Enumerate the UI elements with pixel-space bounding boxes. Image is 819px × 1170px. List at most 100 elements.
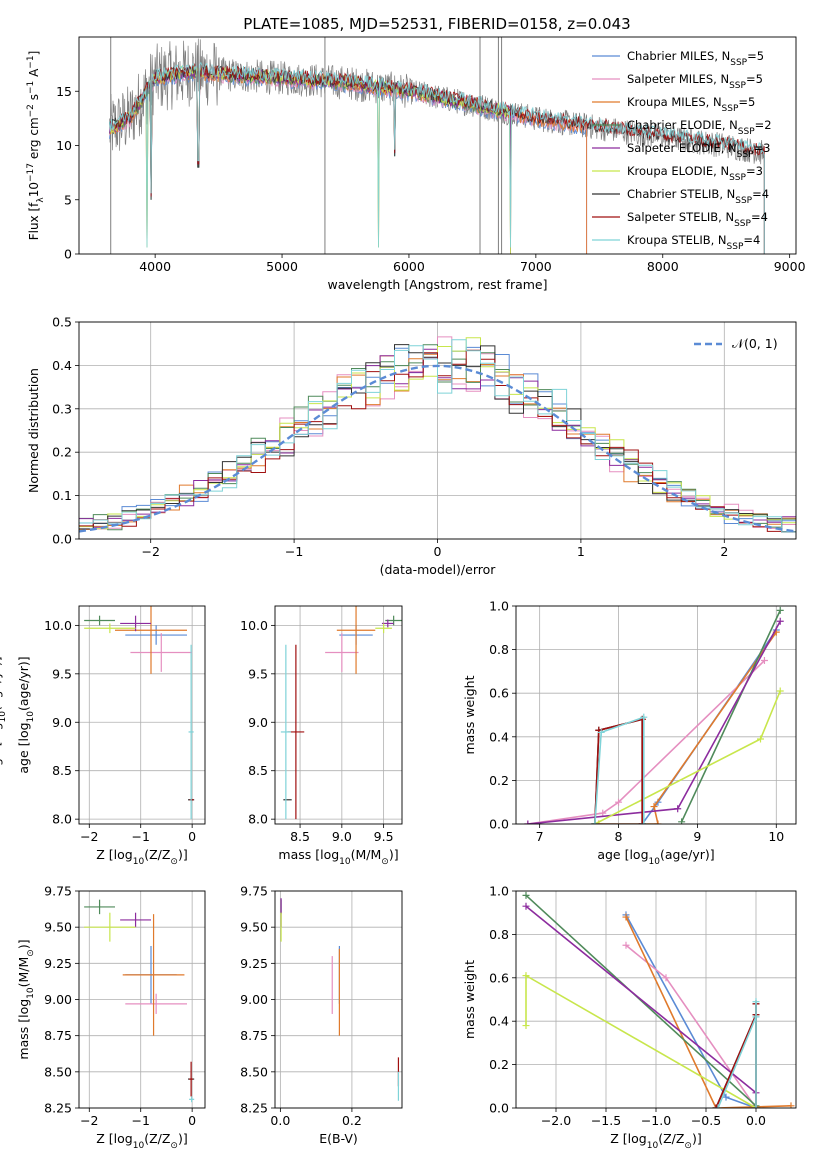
mass-weight-vs-Z-ytick-label: 1.0 (489, 884, 509, 899)
age-vs-mass-xlabel: mass [log10(M/M⊙)] (278, 847, 398, 867)
spectrum-legend-entry: Chabrier MILES, NSSP=5 (627, 49, 764, 68)
residuals-plot-area (79, 336, 796, 533)
age-vs-Z-xtick-label: −2 (80, 829, 98, 844)
residuals-xlabel: (data-model)/error (380, 562, 497, 577)
mass-weight-vs-age-point-marker (776, 617, 784, 625)
residuals-ytick-label: 0.1 (52, 488, 72, 503)
mass-weight-vs-age-ylabel: mass weight (462, 675, 477, 754)
mass-weight-vs-age-point-marker (776, 606, 784, 614)
age-vs-mass-panel: 8.5 9.0 9.5 8.0 8.5 9.0 9.5 10.0 mass [log10(M/M… (0, 605, 403, 867)
mass-vs-Z-xlabel: Z [log10(Z/Z⊙)] (96, 1131, 187, 1151)
mass-weight-vs-age-ytick-label: 0.2 (489, 773, 509, 788)
residuals-xtick-label: 0 (434, 544, 442, 559)
mass-weight-vs-age-ytick-label: 1.0 (489, 599, 509, 614)
mass-vs-Z-plot-area (84, 899, 195, 1103)
age-vs-mass-xtick-label: 9.5 (374, 829, 394, 844)
mass-weight-vs-Z-point-marker (712, 1104, 720, 1108)
mass-weight-vs-Z-ylabel: mass weight (462, 960, 477, 1039)
age-vs-Z-ytick-label: 8.0 (52, 812, 72, 827)
mass-weight-vs-Z-point-marker (522, 902, 530, 910)
age-vs-Z-xtick-label: 0 (188, 829, 196, 844)
mass-weight-vs-age-point-marker (615, 798, 623, 806)
mass-vs-ebv-ytick-label: 9.50 (240, 920, 268, 935)
mass-weight-vs-age-xlabel: age [log10(age/yr)] (597, 847, 714, 867)
spectrum-xtick-label: 5000 (266, 259, 298, 274)
mass-vs-ebv-plot-area (280, 898, 400, 1101)
mass-vs-Z-ytick-label: 8.25 (44, 1101, 72, 1116)
spectrum-legend-entry: Kroupa ELODIE, NSSP=3 (627, 164, 763, 183)
age-vs-mass-ytick-label: 8.0 (248, 812, 268, 827)
mass-weight-vs-age-point-marker (524, 820, 532, 824)
age-vs-Z-xtick-label: −1 (131, 829, 149, 844)
spectrum-legend-entry: Chabrier ELODIE, NSSP=2 (627, 118, 772, 137)
spectrum-xlabel: wavelength [Angstrom, rest frame] (327, 277, 547, 292)
age-vs-mass-ytick-label: 8.5 (248, 763, 268, 778)
spectrum-model-line-7 (109, 63, 765, 254)
mass-weight-vs-Z-ytick-label: 0.4 (489, 1014, 509, 1029)
mass-weight-vs-age-ytick-label: 0.6 (489, 686, 509, 701)
spectrum-legend-entry: Salpeter ELODIE, NSSP=3 (627, 141, 770, 160)
mass-weight-vs-Z-series-4 (525, 905, 757, 1094)
mass-weight-vs-Z-xlabel: Z [log10(Z/Z⊙)] (610, 1131, 701, 1151)
spectrum-legend-entry: Salpeter STELIB, NSSP=4 (627, 210, 768, 229)
spectrum-ytick-label: 15 (56, 84, 72, 99)
mass-weight-vs-Z-point-marker (522, 972, 530, 980)
spectrum-model-line-8 (109, 61, 765, 254)
spectrum-legend-entry: Chabrier STELIB, NSSP=4 (627, 187, 769, 206)
mass-vs-ebv-ytick-label: 9.25 (240, 956, 268, 971)
residuals-xtick-label: 1 (577, 544, 585, 559)
spectrum-model-line-0 (109, 69, 588, 254)
mass-weight-vs-Z-xtick-label: −1.0 (641, 1113, 671, 1128)
mass-vs-ebv-ytick-label: 8.25 (240, 1101, 268, 1116)
mass-vs-ebv-xtick-label: 0.2 (342, 1113, 362, 1128)
mass-weight-vs-age-xtick-label: 8 (615, 829, 623, 844)
age-vs-Z-ylabel: age [log10(age/yr)] (16, 656, 36, 773)
mass-weight-vs-age-point-marker (597, 728, 605, 736)
mass-weight-vs-age-point-marker (654, 820, 662, 824)
age-vs-mass-ytick-label: 10.0 (240, 618, 268, 633)
age-vs-Z-ytick-label: 8.5 (52, 763, 72, 778)
mass-weight-vs-age-xtick-label: 10 (768, 829, 784, 844)
mass-vs-Z-ylabel: mass [log10(M/M⊙)] (16, 939, 36, 1059)
age-vs-Z-ytick-label: 9.5 (52, 666, 72, 681)
mass-weight-vs-Z-series-2 (625, 916, 792, 1108)
mass-weight-vs-age-ytick-label: 0.0 (489, 817, 509, 832)
spectrum-xtick-label: 6000 (393, 259, 425, 274)
mass-weight-vs-age-ytick-label: 0.4 (489, 729, 509, 744)
age-vs-mass-xtick-label: 8.5 (290, 829, 310, 844)
spectrum-legend: Chabrier MILES, NSSP=5 Salpeter MILES, NS… (592, 49, 772, 252)
mass-weight-vs-Z-point-marker (752, 1104, 760, 1108)
age-vs-mass-frame (274, 605, 403, 825)
mass-weight-vs-Z-point-marker (752, 998, 760, 1006)
residuals-ytick-label: 0.3 (52, 401, 72, 416)
spectrum-xtick-label: 4000 (139, 259, 171, 274)
spectrum-ytick-label: 0 (64, 247, 72, 262)
age-vs-Z-panel: −2 −1 0 8.0 8.5 9.0 9.5 10.0 Z [log10(Z/Z⊙)] age … (16, 605, 206, 867)
age-vs-mass-plot-area (280, 606, 402, 820)
mass-weight-vs-age-point-marker (638, 820, 646, 824)
gaussian-curve (79, 364, 796, 533)
age-vs-Z-frame (78, 605, 206, 825)
mass-weight-vs-age-frame (515, 605, 797, 825)
mass-vs-Z-panel: −2 −1 0 8.25 8.50 8.75 9.00 9.25 9.50 9.75 Z [log1… (16, 884, 206, 1151)
mass-weight-vs-age-point-marker (674, 805, 682, 813)
residuals-ytick-label: 0.5 (52, 315, 72, 330)
mass-vs-Z-ytick-label: 8.50 (44, 1064, 72, 1079)
residuals-xtick-label: 2 (720, 544, 728, 559)
mass-weight-vs-age-series-3 (680, 610, 781, 823)
spectrum-plot-area (109, 37, 765, 254)
mass-weight-vs-Z-series-7 (715, 1003, 757, 1108)
mass-vs-Z-xtick-label: −2 (80, 1113, 98, 1128)
age-vs-Z-ytick-label: 9.0 (52, 715, 72, 730)
mass-weight-vs-age-series-1 (527, 659, 766, 824)
age-vs-mass-ytick-label: 9.0 (248, 715, 268, 730)
mass-vs-ebv-xtick-label: 0.0 (270, 1113, 290, 1128)
mass-weight-vs-age-series-8 (594, 716, 645, 824)
mass-vs-Z-xtick-label: −1 (131, 1113, 149, 1128)
mass-weight-vs-Z-series-5 (525, 974, 757, 1108)
figure-title: PLATE=1085, MJD=52531, FIBERID=0158, z=0… (243, 15, 630, 33)
residuals-ytick-label: 0.0 (52, 532, 72, 547)
mass-weight-vs-Z-point-marker (714, 1104, 722, 1108)
mass-weight-vs-Z-series-1 (625, 944, 757, 1108)
mass-weight-vs-Z-ytick-label: 0.6 (489, 970, 509, 985)
